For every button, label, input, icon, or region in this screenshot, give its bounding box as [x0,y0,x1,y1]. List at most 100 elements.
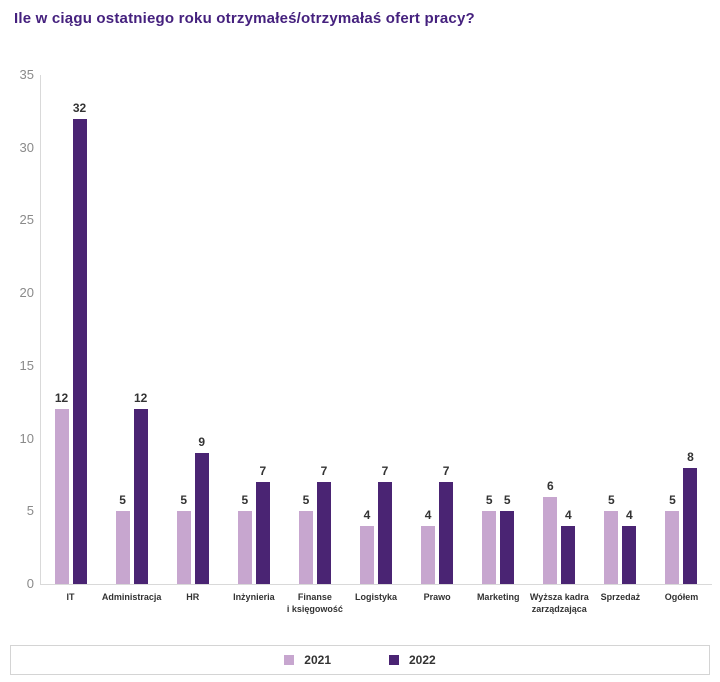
bar-2022 [194,453,209,584]
bar-column-2021: 6 [543,479,558,584]
bar-column-2022: 9 [194,435,209,584]
bar-2022 [133,409,148,584]
bar-column-2022: 32 [72,101,87,584]
y-tick-label: 15 [19,357,34,373]
x-axis-label: Administracja [101,592,162,602]
bar-2021 [298,511,313,584]
bar-column-2022: 7 [316,464,331,584]
bar-value-label: 5 [608,493,615,507]
x-axis-labels: IT Administracja HR Inżynieria Finanse i ksi… [40,591,712,615]
y-tick-label: 10 [19,430,34,446]
bar-column-2021: 5 [482,493,497,584]
legend-label: 2021 [304,653,331,667]
bar-2022 [316,482,331,584]
bar-column-2021: 4 [421,508,436,584]
bar-column-2022: 4 [561,508,576,584]
bar-column-2021: 5 [115,493,130,584]
legend-item-2022: 2022 [389,653,436,667]
plot-area: 12 32 5 12 5 9 5 7 5 7 4 7 4 7 5 5 6 4 5 4 5 8 [40,75,712,584]
bar-value-label: 5 [503,493,511,507]
x-axis-label: Inżynieria [233,592,275,602]
bar-column-2021: 5 [665,493,680,584]
bar-value-label: 4 [424,508,432,522]
legend-swatch-icon [284,655,295,665]
bar-value-label: 4 [564,508,572,522]
bar-column-2021: 5 [237,493,252,584]
x-axis-label: Marketing [476,592,520,602]
bar-value-label: 5 [241,493,249,507]
bar-column-2021: 4 [360,508,375,584]
bar-group: 5 12 [101,75,162,584]
bar-2022 [500,511,515,584]
bar-group: 12 32 [40,75,101,584]
x-axis-label: Ogółem [664,592,699,602]
bar-2022 [561,526,576,584]
y-axis-line [40,75,41,585]
legend-label: 2022 [409,653,436,667]
x-axis-label: Finanse i księgowość [286,592,343,615]
bar-column-2022: 5 [500,493,515,584]
bar-value-label: 7 [259,464,267,478]
x-axis-label: Logistyka [355,592,398,602]
y-tick-label: 0 [26,576,34,591]
bar-2022 [439,482,454,584]
bar-2022 [622,526,637,584]
y-tick-label: 35 [19,67,34,82]
bar-value-label: 6 [546,479,554,493]
chart-title: Ile w ciągu ostatniego roku otrzymałeś/o… [14,10,475,27]
y-tick-label: 5 [26,503,34,519]
bar-value-label: 5 [302,493,310,507]
bar-2021 [604,511,619,584]
bar-column-2022: 7 [439,464,454,584]
bar-value-label: 8 [687,450,694,464]
legend: 2021 2022 [10,645,710,675]
bar-2021 [360,526,375,584]
x-axis-label: Wyższa kadra zarządzająca [529,592,589,615]
bar-2022 [378,482,393,584]
bar-value-label: 4 [363,508,371,522]
bar-column-2022: 7 [378,464,393,584]
bar-value-label: 5 [669,493,676,507]
bar-value-label: 32 [72,101,87,115]
y-tick-label: 20 [19,285,34,301]
bar-2022 [255,482,270,584]
bar-value-label: 5 [119,493,126,507]
bar-value-label: 9 [198,435,206,449]
bar-column-2021: 5 [176,493,191,584]
bar-value-label: 4 [626,508,633,522]
bar-value-label: 12 [133,391,148,405]
x-axis-label: IT [66,592,75,602]
y-axis: 0 5 10 15 20 25 30 35 [0,67,34,591]
bar-2022 [683,468,698,584]
x-axis-label: Prawo [423,592,451,602]
bar-column-2022: 12 [133,391,148,584]
bar-value-label: 7 [381,464,389,478]
bar-2021 [115,511,130,584]
bar-column-2021: 5 [298,493,313,584]
bar-value-label: 5 [180,493,188,507]
legend-swatch-icon [389,655,399,665]
bar-2021 [176,511,191,584]
legend-item-2021: 2021 [284,653,331,667]
x-axis-label: HR [186,592,200,602]
y-tick-label: 25 [19,212,34,228]
bar-2021 [482,511,497,584]
bar-column-2021: 5 [604,493,619,584]
bar-column-2022: 8 [683,450,698,584]
bar-2022 [72,119,87,584]
x-axis-label: Sprzedaż [600,592,641,602]
bar-2021 [543,497,558,584]
bar-2021 [237,511,252,584]
bar-2021 [421,526,436,584]
bar-value-label: 5 [485,493,493,507]
